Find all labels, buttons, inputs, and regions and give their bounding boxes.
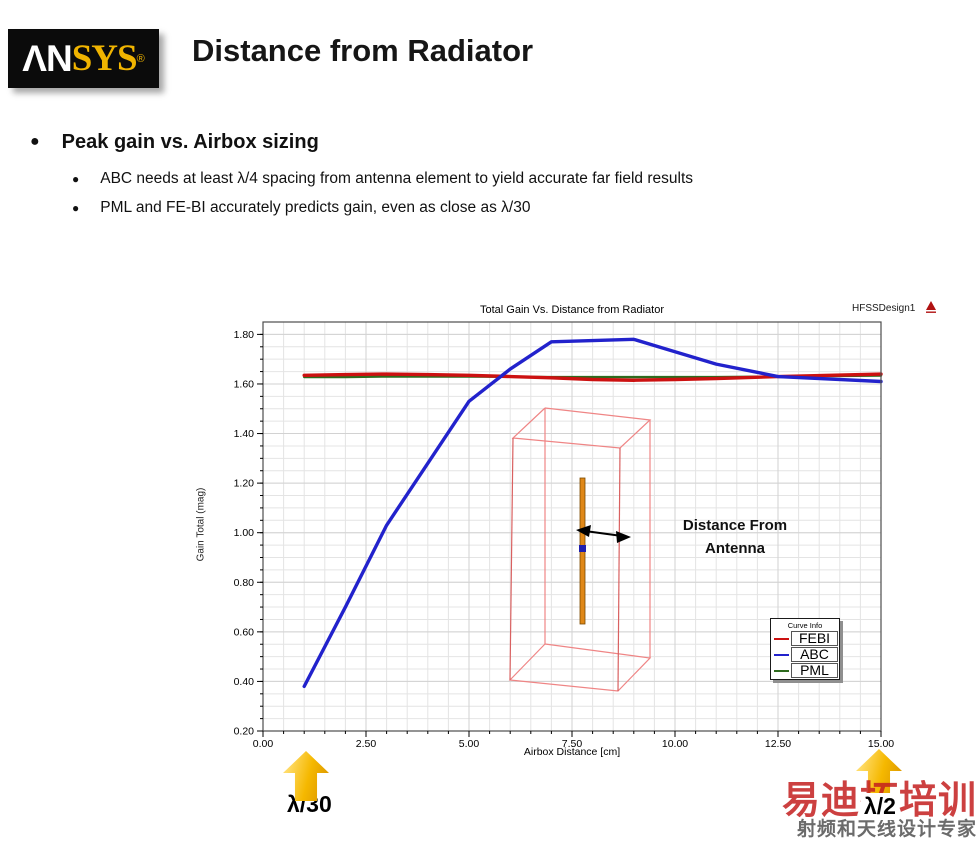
y-tick-label: 0.20 — [234, 726, 255, 738]
y-tick-label: 0.40 — [234, 676, 255, 688]
bullet-sub-2-text: PML and FE-BI accurately predicts gain, … — [100, 199, 531, 216]
x-tick-label: 5.00 — [459, 738, 480, 750]
legend: Curve Info FEBI ABC PML — [770, 618, 840, 680]
x-tick-label: 15.00 — [868, 738, 894, 750]
annotation-distance-from-antenna: Distance From Antenna — [682, 517, 788, 558]
curve-swatch-pml — [774, 669, 789, 672]
y-tick-label: 1.00 — [234, 527, 255, 539]
x-axis-label: Airbox Distance [cm] — [523, 746, 621, 758]
bullet-main-text: Peak gain vs. Airbox sizing — [61, 131, 319, 153]
bullet-sub-2: ● PML and FE-BI accurately predicts gain… — [72, 199, 530, 217]
legend-item-pml: PML — [771, 663, 839, 678]
ansoft-logo-icon — [925, 301, 937, 319]
ansys-logo-sys: SYS — [71, 38, 138, 79]
x-tick-label: 10.00 — [662, 738, 688, 750]
curve-swatch-abc — [774, 653, 789, 656]
y-tick-label: 1.80 — [234, 329, 255, 341]
bullet-sub-1: ● ABC needs at least λ/4 spacing from an… — [72, 170, 693, 188]
legend-title: Curve Info — [787, 621, 823, 630]
y-tick-label: 1.60 — [234, 378, 255, 390]
y-tick-label: 1.20 — [234, 478, 255, 490]
curve-swatch-febi — [774, 637, 789, 640]
bullet-main: ● Peak gain vs. Airbox sizing — [30, 131, 319, 154]
x-tick-label: 2.50 — [356, 738, 377, 750]
legend-item-abc: ABC — [771, 647, 839, 662]
y-tick-label: 1.40 — [234, 428, 255, 440]
bullet-icon: ● — [30, 133, 40, 150]
callout-label-lambda-2: λ/2 — [861, 793, 899, 820]
legend-label-abc: ABC — [791, 647, 838, 662]
curve-febi — [302, 372, 883, 382]
legend-label-febi: FEBI — [791, 631, 838, 646]
y-tick-label: 0.80 — [234, 577, 255, 589]
chart-title: Total Gain Vs. Distance from Radiator — [479, 304, 665, 316]
legend-label-pml: PML — [791, 663, 838, 678]
bullet-icon: ● — [72, 201, 80, 215]
y-axis-label: Gain Total (mag) — [195, 487, 207, 562]
ansys-logo-an: ΛN — [22, 37, 72, 79]
ansys-logo: ΛN SYS ® — [8, 29, 159, 88]
legend-item-febi: FEBI — [771, 631, 839, 646]
x-tick-label: 0.00 — [253, 738, 274, 750]
watermark-line2: 射频和天线设计专家 — [796, 819, 977, 841]
bullet-icon: ● — [72, 172, 80, 186]
y-tick-label: 0.60 — [234, 626, 255, 638]
page-title: Distance from Radiator — [192, 33, 534, 68]
bullet-sub-1-text: ABC needs at least λ/4 spacing from ante… — [100, 170, 694, 187]
curve-abc — [302, 337, 883, 689]
x-tick-label: 7.50 — [562, 738, 583, 750]
gain-chart: 0.00 2.50 5.00 7.50 10.00 12.50 15.00 0.20 0.40 0… — [234, 321, 894, 750]
design-label: HFSSDesign1 — [852, 303, 916, 314]
x-tick-label: 12.50 — [765, 738, 791, 750]
registered-mark: ® — [136, 52, 145, 65]
watermark: 易迪拓培训 射频和天线设计专家 — [782, 782, 977, 841]
